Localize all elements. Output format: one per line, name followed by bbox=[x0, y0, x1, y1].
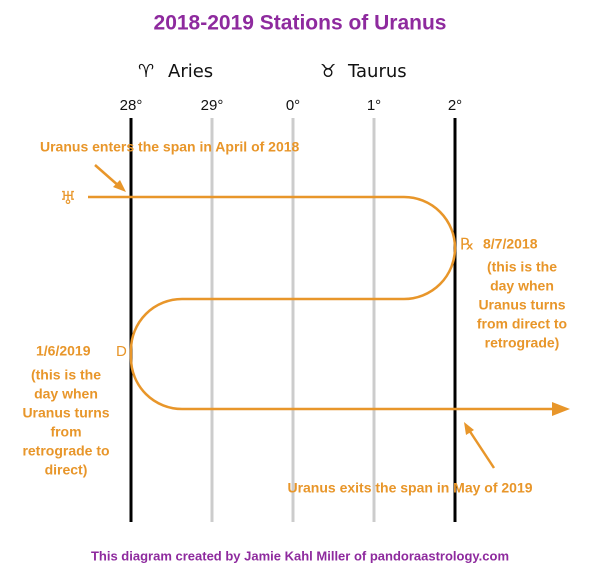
sign-glyph: ♉ bbox=[320, 61, 336, 82]
retrograde-glyph: ℞ bbox=[460, 235, 474, 254]
arrowhead bbox=[113, 180, 126, 192]
sign-name: Aries bbox=[168, 61, 213, 82]
retrograde-date: 8/7/2018 bbox=[483, 236, 538, 252]
degree-label: 29° bbox=[201, 97, 224, 114]
direct-note: Uranus turns bbox=[22, 405, 109, 421]
direct-note: retrograde to bbox=[22, 443, 109, 459]
sign-glyph: ♈ bbox=[138, 61, 154, 82]
direct-glyph: D bbox=[116, 343, 127, 360]
retrograde-note: retrograde) bbox=[485, 335, 560, 351]
arrow bbox=[94, 164, 121, 188]
degree-label: 28° bbox=[120, 97, 143, 114]
arrowhead bbox=[464, 422, 474, 435]
title: 2018-2019 Stations of Uranus bbox=[154, 12, 447, 35]
retrograde-note: (this is the bbox=[487, 259, 557, 275]
uranus-path bbox=[88, 195, 556, 411]
direct-note: from bbox=[50, 424, 81, 440]
direct-note: day when bbox=[34, 386, 98, 402]
arrowhead bbox=[552, 402, 570, 416]
degree-lines bbox=[129, 118, 457, 522]
retrograde-note: day when bbox=[490, 278, 554, 294]
sign-name: Taurus bbox=[347, 61, 407, 82]
footer: This diagram created by Jamie Kahl Mille… bbox=[91, 548, 509, 563]
direct-note: direct) bbox=[45, 462, 88, 478]
retrograde-note: from direct to bbox=[477, 316, 567, 332]
degree-label: 0° bbox=[286, 97, 300, 114]
retrograde-note: Uranus turns bbox=[478, 297, 565, 313]
direct-note: (this is the bbox=[31, 367, 101, 383]
exit-note: Uranus exits the span in May of 2019 bbox=[287, 480, 532, 496]
arrow bbox=[467, 429, 496, 469]
degree-label: 1° bbox=[367, 97, 381, 114]
planet-glyph: ♅ bbox=[60, 188, 76, 209]
direct-date: 1/6/2019 bbox=[36, 343, 91, 359]
entry-note: Uranus enters the span in April of 2018 bbox=[40, 139, 300, 155]
degree-label: 2° bbox=[448, 97, 462, 114]
